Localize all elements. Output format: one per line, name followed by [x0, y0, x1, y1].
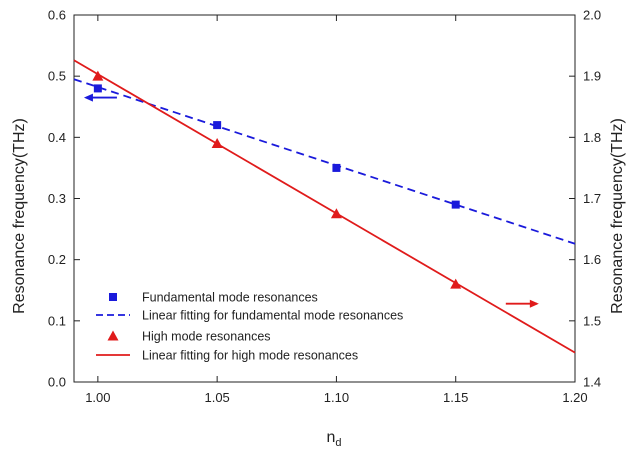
fundamental-point [332, 163, 341, 172]
axis-arrows [83, 93, 539, 308]
y-axis-right-title: Resonance frequency(THz) [609, 118, 626, 314]
y-left-tick-label: 0.3 [48, 191, 66, 206]
x-tick-label: 1.05 [204, 390, 229, 405]
legend-triangle-icon [107, 330, 119, 341]
y-left-tick-label: 0.6 [48, 8, 66, 23]
legend-label: High mode resonances [142, 330, 271, 344]
y-left-tick-label: 0.0 [48, 375, 66, 390]
y-right-tick-label: 1.6 [583, 252, 601, 267]
fundamental-point [93, 84, 102, 93]
x-tick-label: 1.10 [324, 390, 349, 405]
y-left-tick-label: 0.1 [48, 313, 66, 328]
y-right-tick-label: 1.5 [583, 313, 601, 328]
x-tick-label: 1.15 [443, 390, 468, 405]
plot-frame [73, 14, 576, 383]
legend-square-icon [109, 293, 117, 301]
y-right-tick-label: 1.9 [583, 69, 601, 84]
y-right-tick-label: 1.4 [583, 375, 601, 390]
fundamental-fit-line [73, 78, 576, 245]
x-axis-title: nd [326, 429, 341, 449]
legend-label: Linear fitting for high mode resonances [142, 349, 358, 363]
axis-tick-labels: 1.00 1.05 1.10 1.15 1.20 0.0 0.1 0.2 0.3 0.4 0.5 0.… [48, 8, 601, 406]
fit-lines [73, 59, 576, 354]
high-mode-point [450, 278, 462, 289]
high-mode-point [330, 208, 342, 219]
y-left-tick-label: 0.4 [48, 130, 66, 145]
right-axis-arrow-head [529, 299, 539, 308]
fundamental-point [451, 200, 460, 209]
y-axis-left-title: Resonance frequency(THz) [11, 118, 28, 314]
x-axis-title-main: n [326, 429, 335, 446]
legend-label: Fundamental mode resonances [142, 291, 318, 305]
y-left-tick-label: 0.2 [48, 252, 66, 267]
high-mode-fit-line [73, 59, 576, 354]
high-mode-point [92, 70, 104, 81]
left-axis-arrow-head [83, 93, 93, 102]
y-left-tick-label: 0.5 [48, 69, 66, 84]
x-axis-title-sub: d [335, 437, 341, 449]
y-right-tick-label: 1.7 [583, 191, 601, 206]
x-tick-label: 1.00 [85, 390, 110, 405]
fundamental-point [213, 121, 222, 130]
high-mode-point [211, 137, 223, 148]
legend: Fundamental mode resonances Linear fittin… [96, 291, 403, 363]
axis-ticks [74, 14, 576, 383]
data-markers [92, 70, 462, 289]
legend-label: Linear fitting for fundamental mode reso… [142, 309, 403, 323]
y-right-tick-label: 1.8 [583, 130, 601, 145]
x-tick-label: 1.20 [562, 390, 587, 405]
y-right-tick-label: 2.0 [583, 8, 601, 23]
